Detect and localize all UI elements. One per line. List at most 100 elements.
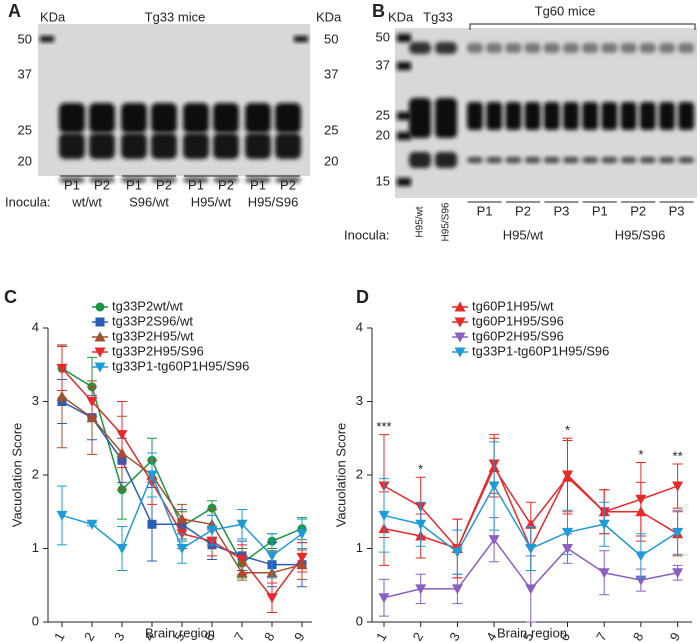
protein-band [245,133,271,159]
annotation: ** [673,448,683,463]
x-tick-label: 8 [261,630,278,643]
x-tick-label: 7 [593,630,610,643]
protein-band [121,133,147,159]
data-point [451,584,463,595]
protein-band [213,133,239,159]
group-label: H95/wt [191,194,232,209]
protein-band [524,102,541,130]
x-tick-label: 9 [667,630,684,643]
group-label: H95/S96 [615,227,666,242]
protein-band [543,43,560,53]
mw-label: 50 [18,31,32,46]
protein-band [601,43,618,53]
legend-label: tg60P2H95/S96 [472,328,564,343]
y-tick-label: 1 [356,540,363,555]
data-point [378,593,390,604]
mw-label: 37 [18,66,32,81]
data-point [236,555,248,566]
protein-band [467,43,483,53]
protein-band [183,103,209,133]
y-axis-label: Vacuolation Score [333,423,348,528]
protein-band [151,103,177,133]
protein-band [213,177,239,183]
protein-band [582,102,599,130]
mw-label: 37 [324,66,338,81]
blot-b: B KDa Tg33 Tg60 mice Inocula: 50 37 25 20 15… [344,1,697,242]
protein-band [659,43,675,53]
protein-band [486,43,503,53]
ladder-band [397,178,411,186]
protein-band [486,102,503,130]
protein-band [59,103,85,133]
data-point [176,544,188,554]
data-point [415,519,427,530]
data-point [525,584,537,595]
data-point [672,568,684,579]
data-point [488,535,500,546]
mw-label: 50 [376,29,390,44]
y-tick-label: 3 [356,393,363,408]
data-point [86,519,98,530]
protein-band [275,103,301,133]
protein-band [505,43,522,53]
ladder-band [397,112,411,120]
y-tick-label: 4 [356,319,363,334]
protein-band [563,102,579,130]
protein-band [563,43,579,53]
lane-label: P2 [94,177,110,192]
group-label: S96/wt [129,194,169,209]
data-point [116,430,128,441]
data-point [635,551,647,562]
legend-label: tg33P1-tg60P1H95/S96 [472,343,609,358]
x-tick-label: 2 [81,630,98,643]
protein-band [89,103,115,133]
lane-label: P3 [553,203,569,218]
lane-label: P2 [218,177,234,192]
x-tick-label: 9 [291,630,308,643]
annotation: * [418,462,423,477]
protein-band [620,157,637,163]
mw-label: 20 [376,127,390,142]
ladder-band [397,34,411,42]
protein-band [121,177,147,183]
protein-band [275,177,301,183]
x-tick-label: 1 [51,630,68,643]
data-point [562,527,573,538]
mw-label: 25 [376,107,390,122]
legend-marker [454,301,466,312]
ladder-band [40,36,54,42]
lane-label: P2 [280,177,296,192]
protein-band [409,98,431,138]
legend-marker [94,347,106,358]
control-lane-label: H95/S96 [441,202,452,241]
legend-marker [95,302,105,312]
data-point [296,529,308,540]
data-point [86,412,98,423]
control-label: Tg33 [423,9,453,24]
protein-band [582,43,599,53]
data-point [116,544,128,554]
control-lane-label: H95/wt [415,206,426,237]
protein-band [543,102,560,130]
data-point [378,510,390,521]
protein-band [183,133,209,159]
panel-label: A [8,1,21,21]
data-point [451,547,463,558]
data-point [488,481,500,492]
ladder-band [397,62,411,70]
legend-label: tg33P1-tg60P1H95/S96 [112,358,249,373]
x-tick-label: 2 [410,630,427,643]
protein-band [639,102,656,130]
data-point [56,510,68,521]
y-tick-label: 0 [356,613,363,628]
protein-band [601,157,618,163]
y-tick-label: 3 [32,393,39,408]
legend-marker [454,347,466,358]
protein-band [505,102,522,130]
data-point [672,527,684,538]
kda-label: KDa [388,9,414,24]
legend-label: tg33P2S96/wt [112,313,193,328]
protein-band [601,102,618,130]
protein-band [505,157,522,163]
legend-label: tg33P2wt/wt [112,298,183,313]
